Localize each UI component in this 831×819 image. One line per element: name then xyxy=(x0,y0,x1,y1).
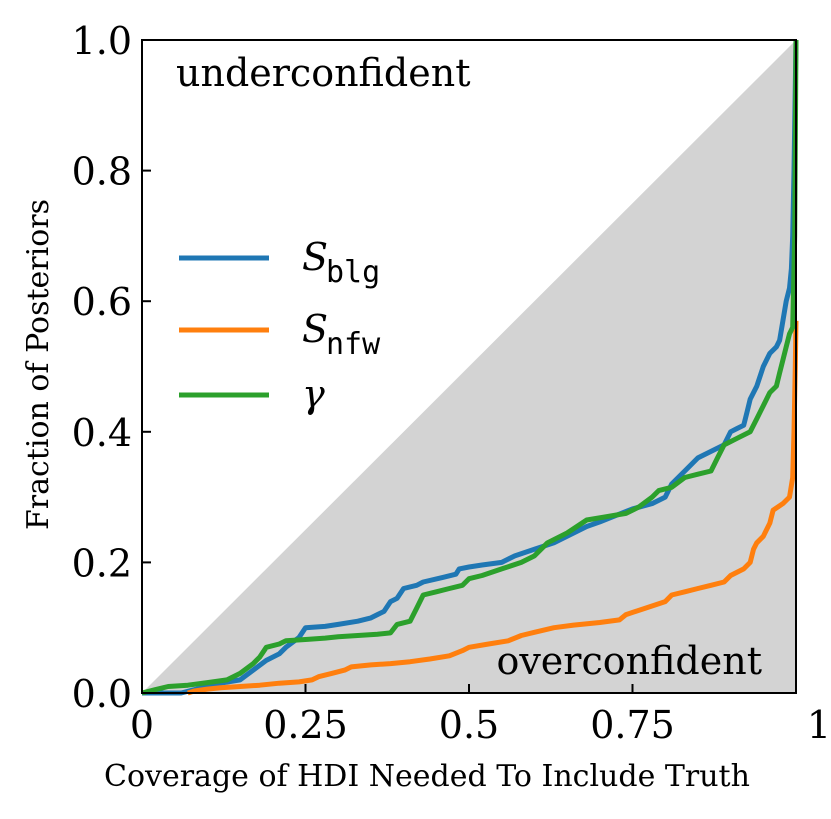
x-tick-label: 0.5 xyxy=(439,703,499,747)
legend-label-subscript: blg xyxy=(326,255,380,290)
series-line-s-nfw xyxy=(187,320,799,696)
legend-label-subscript: nfw xyxy=(326,327,381,362)
legend-label: S xyxy=(302,235,328,279)
x-tick-label: 0 xyxy=(130,703,154,747)
x-tick-label: 0.75 xyxy=(590,703,675,747)
y-tick-label: 0.4 xyxy=(72,411,132,455)
series-line-s-blg xyxy=(142,39,799,696)
overconfident-region xyxy=(142,40,796,693)
x-axis-label: Coverage of HDI Needed To Include Truth xyxy=(104,759,750,794)
legend-label: γ xyxy=(302,372,325,416)
series-line-gamma xyxy=(141,39,799,696)
legend-label: S xyxy=(302,307,328,351)
y-axis-label: Fraction of Posteriors xyxy=(21,199,56,530)
y-tick-label: 1.0 xyxy=(72,19,132,63)
x-tick-label: 1 xyxy=(807,703,831,747)
series-layer xyxy=(141,39,799,696)
tick-layer: 0 0.25 0.5 0.75 1 0.0 0.2 0.4 0.6 0.8 1.0 xyxy=(72,19,831,747)
y-tick-label: 0.2 xyxy=(72,541,132,585)
y-tick-label: 0.0 xyxy=(72,672,132,716)
x-tick-label: 0.25 xyxy=(263,703,348,747)
underconfident-label: underconfident xyxy=(176,51,470,95)
y-tick-label: 0.8 xyxy=(72,150,132,194)
overconfident-label: overconfident xyxy=(496,639,762,683)
y-tick-label: 0.6 xyxy=(72,280,132,324)
